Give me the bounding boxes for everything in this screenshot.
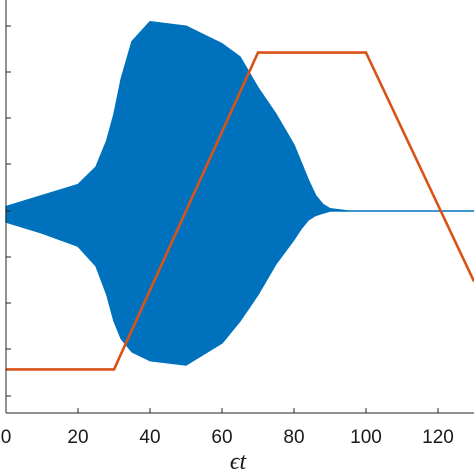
x-tick-label: 0 [1, 427, 12, 448]
axis-layer: 0 20 40 60 80 100 120 [1, 0, 474, 448]
x-tick-label: 60 [211, 427, 232, 448]
x-axis-label: ϵt [230, 449, 248, 474]
oscillation-envelope [5, 21, 474, 366]
series-layer [5, 21, 474, 371]
x-tick-label: 20 [67, 427, 88, 448]
orange-line [6, 51, 474, 371]
x-tick-label: 80 [283, 427, 304, 448]
x-tick-label: 100 [350, 427, 382, 448]
x-tick-label: 120 [422, 427, 454, 448]
x-tick-label: 40 [139, 427, 160, 448]
